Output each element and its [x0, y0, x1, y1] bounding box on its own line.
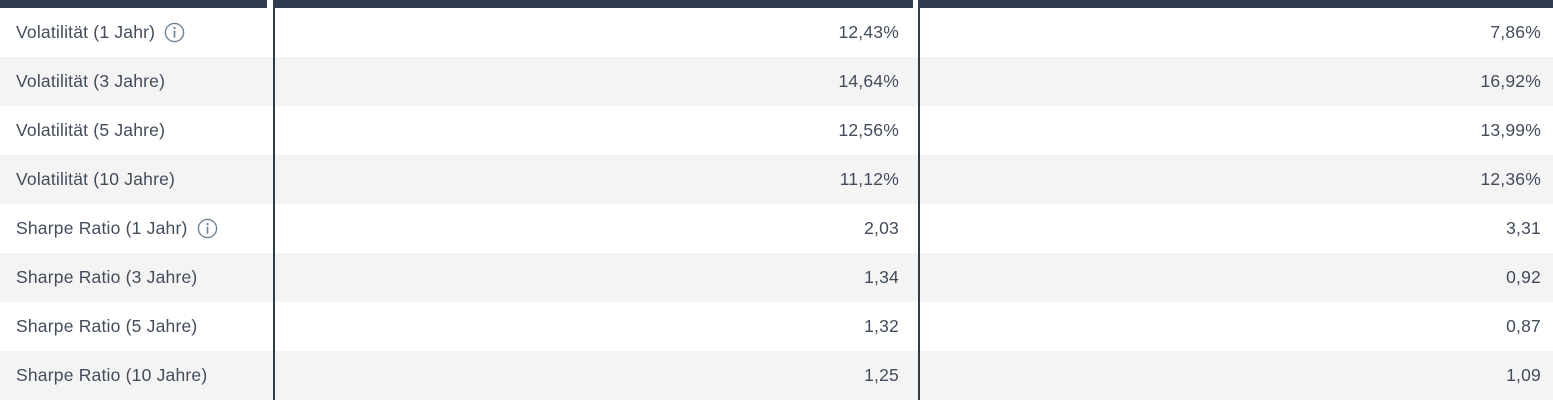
- metric-label: Volatilität (3 Jahre): [16, 71, 166, 91]
- metric-label-cell: Volatilität (3 Jahre): [0, 57, 275, 106]
- fund-b-value: 0,92: [1506, 267, 1541, 287]
- column-divider: [273, 0, 275, 400]
- info-icon[interactable]: [197, 218, 218, 239]
- fund-b-value: 1,09: [1506, 365, 1541, 385]
- table-row: Volatilität (1 Jahr) 12,43% 7,86%: [0, 8, 1553, 57]
- table-body: Volatilität (1 Jahr) 12,43% 7,86% Volati…: [0, 8, 1553, 400]
- fund-b-value: 12,36%: [1480, 169, 1541, 189]
- fund-b-value: 3,31: [1506, 218, 1541, 238]
- table-row: Sharpe Ratio (10 Jahre) 1,25 1,09: [0, 351, 1553, 400]
- fund-b-value: 13,99%: [1480, 120, 1541, 140]
- top-border-segment: [0, 0, 267, 8]
- metric-label-cell: Volatilität (5 Jahre): [0, 106, 275, 155]
- fund-a-value: 1,25: [864, 365, 899, 385]
- table-top-border: [0, 0, 1553, 8]
- metric-label: Sharpe Ratio (10 Jahre): [16, 365, 208, 385]
- fund-a-value: 1,32: [864, 316, 899, 336]
- fund-a-value: 11,12%: [839, 169, 899, 189]
- top-border-segment: [918, 0, 1553, 8]
- metric-label: Volatilität (10 Jahre): [16, 169, 176, 189]
- fund-a-value: 12,43%: [838, 22, 899, 42]
- fund-a-value: 14,64%: [838, 71, 899, 91]
- metric-label-cell: Sharpe Ratio (5 Jahre): [0, 302, 275, 351]
- metric-label-cell: Sharpe Ratio (1 Jahr): [0, 204, 275, 253]
- table-row: Volatilität (3 Jahre) 14,64% 16,92%: [0, 57, 1553, 106]
- metric-label-cell: Volatilität (10 Jahre): [0, 155, 275, 204]
- table-row: Sharpe Ratio (5 Jahre) 1,32 0,87: [0, 302, 1553, 351]
- fund-b-value: 16,92%: [1480, 71, 1541, 91]
- table-row: Volatilität (10 Jahre) 11,12% 12,36%: [0, 155, 1553, 204]
- metric-label: Sharpe Ratio (5 Jahre): [16, 316, 198, 336]
- table-row: Sharpe Ratio (3 Jahre) 1,34 0,92: [0, 253, 1553, 302]
- metric-label: Sharpe Ratio (3 Jahre): [16, 267, 198, 287]
- metric-label: Volatilität (1 Jahr): [16, 22, 156, 42]
- info-icon[interactable]: [164, 22, 185, 43]
- table-row: Volatilität (5 Jahre) 12,56% 13,99%: [0, 106, 1553, 155]
- fund-a-value: 12,56%: [838, 120, 899, 140]
- fund-a-value: 1,34: [864, 267, 899, 287]
- top-border-segment: [273, 0, 913, 8]
- fund-b-value: 0,87: [1506, 316, 1541, 336]
- metric-label-cell: Volatilität (1 Jahr): [0, 8, 275, 57]
- metric-label: Sharpe Ratio (1 Jahr): [16, 218, 188, 238]
- fund-b-value: 7,86%: [1490, 22, 1541, 42]
- metric-label-cell: Sharpe Ratio (3 Jahre): [0, 253, 275, 302]
- metric-label: Volatilität (5 Jahre): [16, 120, 166, 140]
- column-divider: [918, 0, 920, 400]
- metric-label-cell: Sharpe Ratio (10 Jahre): [0, 351, 275, 400]
- table-row: Sharpe Ratio (1 Jahr) 2,03 3,31: [0, 204, 1553, 253]
- fund-a-value: 2,03: [864, 218, 899, 238]
